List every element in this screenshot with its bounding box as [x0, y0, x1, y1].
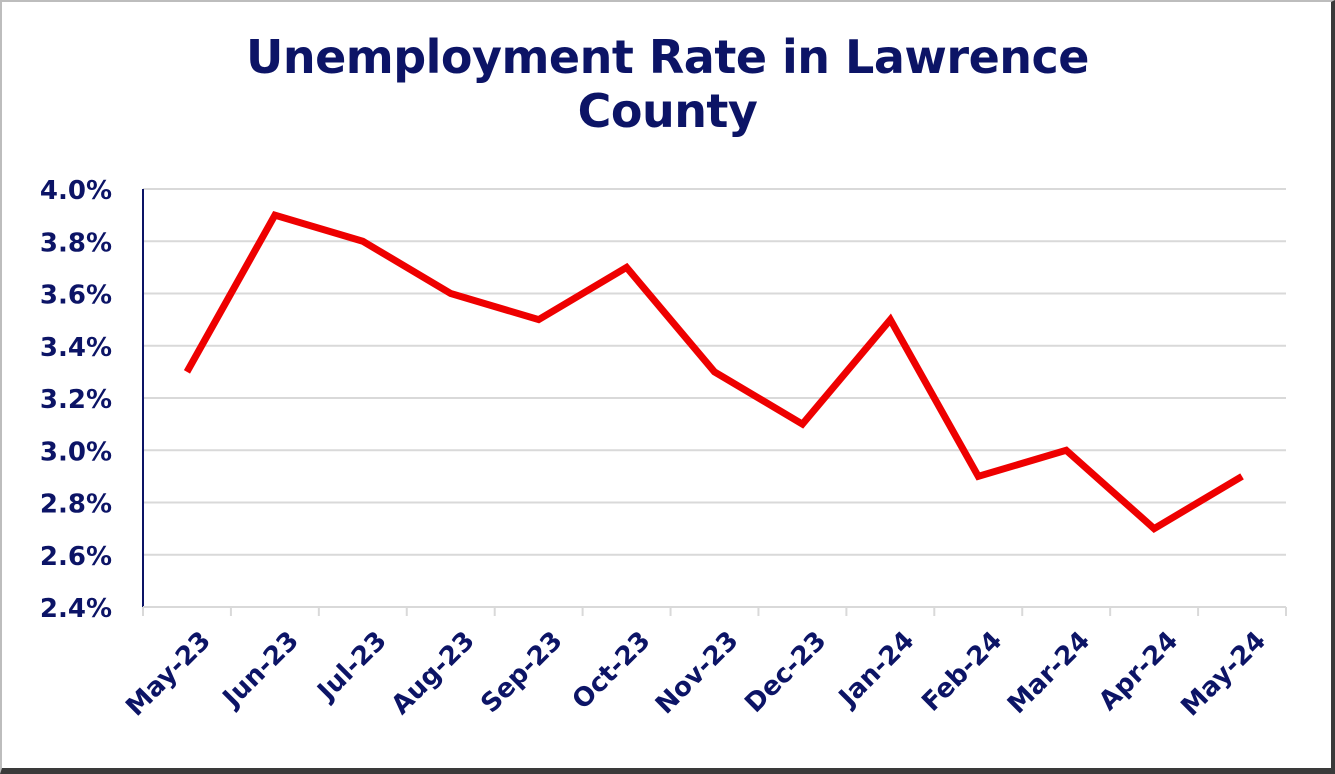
y-tick-label: 3.2%: [40, 385, 112, 415]
chart-title-line-2: County: [577, 84, 758, 138]
y-tick-label: 3.8%: [40, 228, 112, 258]
y-tick-label: 2.8%: [40, 490, 112, 520]
x-tick-label: Sep-23: [475, 626, 568, 719]
x-tick-label: Apr-24: [1093, 626, 1184, 717]
x-tick-label: Jan-24: [832, 626, 920, 714]
y-tick-label: 3.4%: [40, 333, 112, 363]
gridlines: [143, 188, 1286, 556]
x-tick-label: Nov-23: [650, 626, 744, 720]
x-tick-label: Mar-24: [1002, 626, 1096, 720]
y-tick-label: 4.0%: [40, 176, 112, 206]
x-tick-label: Jul-23: [311, 626, 393, 708]
x-tick-label: May-23: [120, 626, 217, 723]
y-tick-label: 2.4%: [40, 594, 112, 624]
series-layer: [183, 210, 1244, 533]
x-tick-label: Dec-23: [739, 626, 832, 719]
chart-title: Unemployment Rate in Lawrence County: [0, 30, 1335, 138]
axes: [142, 189, 1287, 616]
x-tick-labels: May-23 Jun-23 Jul-23Aug-23Sep-23Oct-23Nov-…: [120, 626, 1272, 723]
x-tick-label: Aug-23: [386, 626, 481, 721]
y-tick-label: 2.6%: [40, 542, 112, 572]
y-tick-label: 3.6%: [40, 281, 112, 311]
x-tick-label: Feb-24: [916, 626, 1008, 718]
x-tick-label: Jun-23: [216, 626, 305, 715]
y-tick-label: 3.0%: [40, 437, 112, 467]
chart-title-line-1: Unemployment Rate in Lawrence: [245, 30, 1090, 84]
x-tick-label: Oct-23: [567, 626, 657, 716]
y-tick-labels: 2.4% 2.6% 2.8% 3.0% 3.2% 3.4% 3.6% 3.8% 4.0%: [40, 176, 112, 624]
x-tick-label: May-24: [1175, 626, 1272, 723]
